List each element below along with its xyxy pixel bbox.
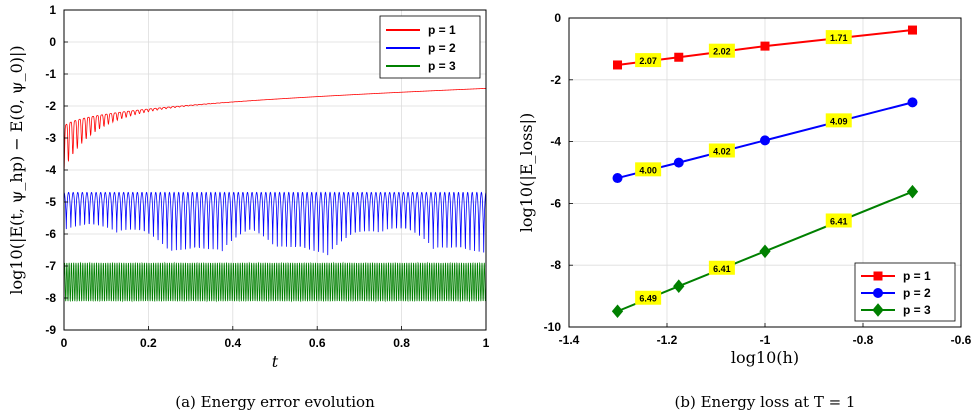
rate-label-text: 6.41 [713,264,731,274]
panel-b-caption: (b) Energy loss at T = 1 [675,393,856,411]
panel-a-ytick-label: 0 [49,35,56,49]
panel-b-xtick-label: -0.6 [951,333,972,347]
rate-label-p=1-2: 1.71 [825,30,852,45]
panel-b-series: 2.07 2.02 1.71 4.00 4.02 4.09 6.49 6.41 6.41 [611,25,919,319]
series-p=2-point [673,157,684,168]
legend-label-p=3: p = 3 [903,303,931,317]
legend-marker-p=1 [873,271,883,281]
panel-b-xtick-label: -1.2 [657,333,678,347]
panel-a-ytick-label: -3 [45,131,56,145]
rate-label-bg [635,290,662,305]
panel-a-ytick-label: -1 [45,67,56,81]
panel-a-ytick-label: 1 [49,3,56,17]
rate-label-p=3-2: 6.41 [825,213,852,228]
series-p=3-point [759,244,771,259]
legend-label-p=2: p = 2 [903,286,931,300]
panel-a-yticks: 1 0 -1 -2 -3 -4 -5 -6 -7 -8 -9 [45,3,68,337]
rate-label-p=2-1: 4.02 [708,143,735,158]
panel-a-caption: (a) Energy error evolution [175,393,375,411]
panel-a-series [63,88,487,303]
rate-label-p=2-0: 4.00 [635,162,662,177]
rate-label-p=1-0: 2.07 [635,53,662,68]
panel-b-ytick-label: -6 [550,196,561,210]
panel-a-ytick-label: -7 [45,259,56,273]
panel-b-legend: p = 1 p = 2 p = 3 [854,262,956,322]
panel-a-xtick-label: 0.4 [224,336,241,350]
rate-label-bg [825,213,852,228]
rate-label-bg [635,53,662,68]
panel-a-xtick-label: 1 [483,336,490,350]
rate-label-bg [635,162,662,177]
panel-a-xticks: 0 0.2 0.4 0.6 0.8 1 [61,326,490,350]
panel-a-xtick-label: 0.6 [309,336,326,350]
series-p=1-point [674,52,684,62]
rate-label-text: 1.71 [830,33,848,43]
rate-label-bg [708,43,735,58]
rate-label-text: 2.07 [639,56,657,66]
series-p=2-point [612,173,623,184]
rate-label-text: 4.09 [830,116,848,126]
panel-a-xtick-label: 0.2 [140,336,157,350]
rate-label-p=2-2: 4.09 [825,113,852,128]
legend-marker-p=3 [872,303,884,317]
series-p2-line [63,191,487,256]
panel-a-xlabel: t [272,352,279,371]
series-p=3-point [611,304,624,319]
series-p3-line [63,261,487,303]
panel-b-xtick-label: -0.8 [853,333,874,347]
panel-b-xlabel: log10(h) [731,348,799,367]
panel-b-ylabel: log10(|E_loss|) [517,113,536,232]
panel-a-ytick-label: -6 [45,227,56,241]
rate-label-p=3-1: 6.41 [708,260,735,275]
panel-a-ytick-label: -9 [45,323,56,337]
rate-label-text: 2.02 [713,47,731,57]
panel-a-ytick-label: -5 [45,195,56,209]
panel-a-xtick-label: 0.8 [393,336,410,350]
rate-label-bg [825,113,852,128]
series-p=2-point [907,97,918,108]
rate-label-bg [708,143,735,158]
legend-label-p=1: p = 1 [903,269,931,283]
rate-label-bg [825,30,852,45]
series-p=2-point [760,135,770,146]
panel-a-xtick-label: 0 [61,336,68,350]
panel-a-ytick-label: -4 [45,163,56,177]
panel-a-ytick-label: -2 [45,99,56,113]
rate-label-text: 6.41 [830,216,848,226]
series-p=1-point [907,25,917,35]
panel-b-ytick-label: 0 [554,11,561,25]
panel-b-xticks: -1.4 -1.2 -1 -0.8 -0.6 [559,323,972,347]
panel-b-xtick-label: -1.4 [559,333,580,347]
series-p=3-point [673,279,685,293]
panel-b-yticks: 0 -2 -4 -6 -8 -10 [544,11,573,334]
rate-label-text: 6.49 [639,294,657,304]
rate-label-p=1-1: 2.02 [708,43,735,58]
panel-b: 2.07 2.02 1.71 4.00 4.02 4.09 6.49 6.41 6.41 -1.… [517,11,972,411]
legend-label-p=2: p = 2 [428,41,456,55]
series-p=1-point [613,60,623,70]
legend-label-p=1: p = 1 [428,23,456,37]
rate-label-p=3-0: 6.49 [635,290,662,305]
panel-b-xtick-label: -1 [760,333,771,347]
panel-b-ytick-label: -10 [544,320,562,334]
panel-a-legend: p = 1 p = 2 p = 3 [379,15,481,79]
rate-label-text: 4.02 [713,146,731,156]
panel-a-ylabel: log10(|E(t, ψ_hp) − E(0, ψ_0)|) [7,45,26,294]
legend-label-p=3: p = 3 [428,59,456,73]
series-p=3-point [906,184,919,199]
series-p1-line [63,88,487,174]
series-p=1-point [760,41,770,51]
panel-a-ytick-label: -8 [45,291,56,305]
panel-a: 0 0.2 0.4 0.6 0.8 1 1 0 -1 -2 -3 -4 -5 -6 -7 -8 -9 t lo… [7,3,490,411]
panel-b-ytick-label: -4 [550,135,561,149]
rate-label-bg [708,260,735,275]
panel-b-ytick-label: -8 [550,258,561,272]
legend-marker-p=2 [873,288,883,298]
panel-a-legend-box [379,15,481,79]
rate-label-text: 4.00 [639,165,657,175]
panel-b-ytick-label: -2 [550,73,561,87]
